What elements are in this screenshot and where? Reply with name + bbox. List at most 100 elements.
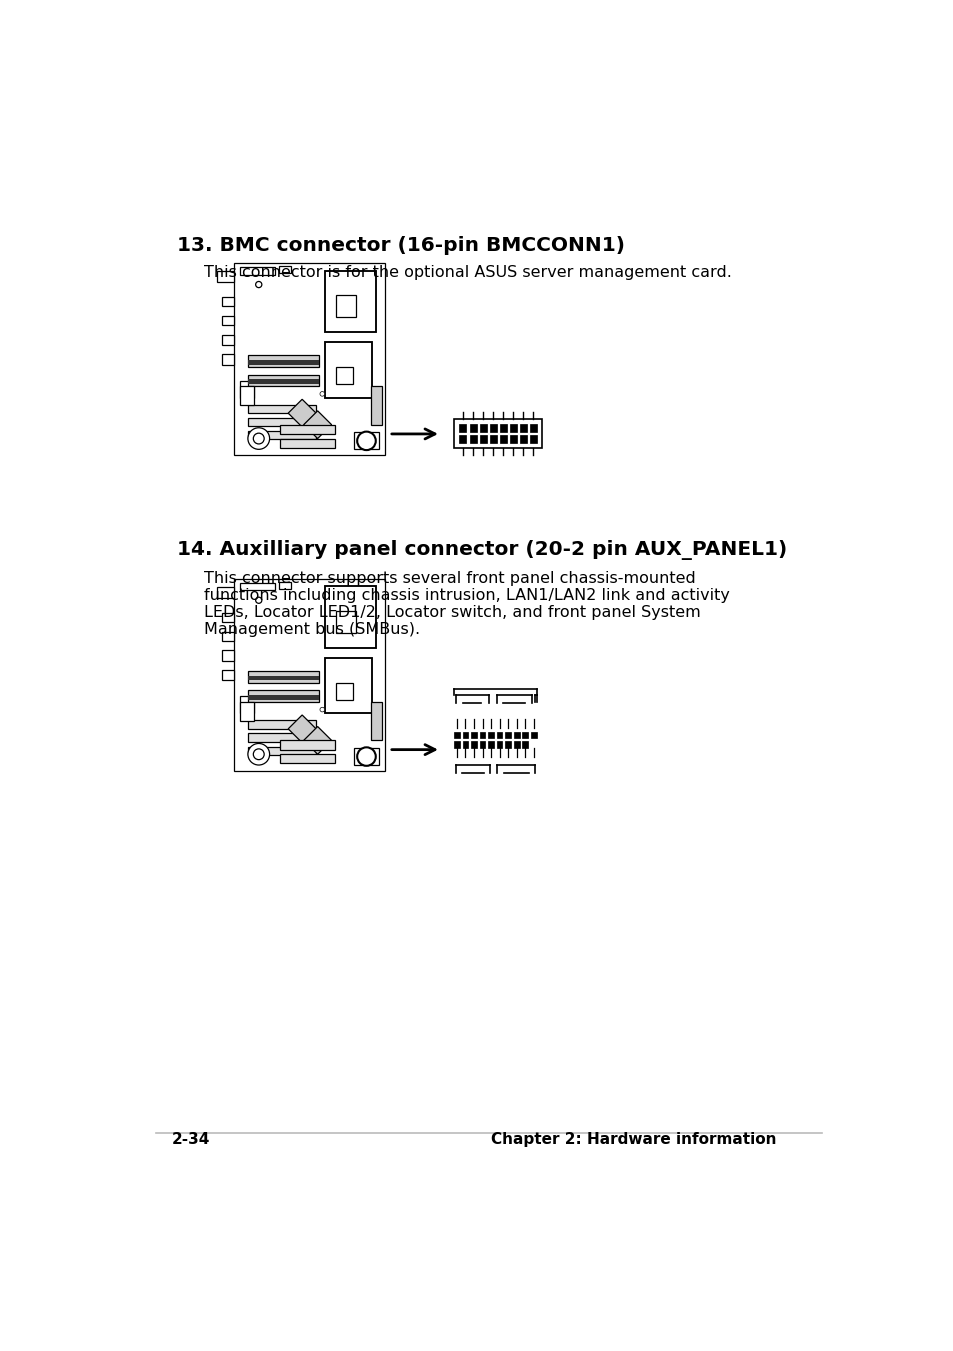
Bar: [521, 731, 528, 739]
Bar: [335, 682, 353, 700]
Text: 13. BMC connector (16-pin BMCCONN1): 13. BMC connector (16-pin BMCCONN1): [177, 236, 625, 255]
Bar: [454, 742, 459, 748]
Bar: [221, 650, 233, 661]
Bar: [513, 731, 519, 739]
Bar: [371, 703, 381, 740]
Polygon shape: [303, 411, 332, 439]
Polygon shape: [303, 727, 332, 754]
Bar: [280, 439, 335, 447]
Bar: [479, 742, 485, 748]
Bar: [221, 335, 233, 346]
Circle shape: [255, 597, 261, 604]
Bar: [248, 671, 319, 682]
Circle shape: [253, 434, 264, 444]
Polygon shape: [288, 715, 315, 743]
Bar: [530, 731, 536, 739]
Bar: [335, 611, 355, 632]
Bar: [497, 731, 502, 739]
Bar: [354, 432, 378, 450]
Bar: [454, 419, 542, 447]
Circle shape: [319, 392, 324, 396]
Bar: [505, 742, 511, 748]
Bar: [240, 703, 253, 721]
Bar: [509, 435, 517, 443]
Circle shape: [319, 708, 324, 712]
Bar: [489, 435, 497, 443]
Bar: [471, 742, 476, 748]
Bar: [278, 266, 291, 273]
Circle shape: [253, 748, 264, 759]
Bar: [519, 435, 526, 443]
Bar: [459, 435, 466, 443]
Bar: [248, 417, 315, 426]
Bar: [469, 435, 476, 443]
Bar: [325, 270, 375, 332]
Bar: [248, 355, 319, 367]
Bar: [240, 697, 253, 713]
Bar: [325, 658, 372, 713]
Polygon shape: [288, 400, 315, 427]
Bar: [233, 578, 385, 771]
Bar: [221, 316, 233, 326]
Bar: [280, 740, 335, 750]
Bar: [462, 731, 468, 739]
Text: functions including chassis intrusion, LAN1/LAN2 link and activity: functions including chassis intrusion, L…: [204, 588, 730, 603]
Bar: [221, 297, 233, 307]
Text: This connector supports several front panel chassis-mounted: This connector supports several front pa…: [204, 571, 696, 586]
Bar: [499, 435, 506, 443]
Bar: [280, 754, 335, 763]
Bar: [335, 296, 355, 317]
Text: 14. Auxilliary panel connector (20-2 pin AUX_PANEL1): 14. Auxilliary panel connector (20-2 pin…: [177, 540, 787, 561]
Bar: [278, 582, 291, 589]
Bar: [240, 582, 274, 590]
Bar: [335, 367, 353, 384]
Bar: [489, 424, 497, 432]
Bar: [459, 424, 466, 432]
Bar: [521, 742, 528, 748]
Text: LEDs, Locator LED1/2, Locator switch, and front panel System: LEDs, Locator LED1/2, Locator switch, an…: [204, 605, 700, 620]
Bar: [371, 386, 381, 424]
Circle shape: [356, 747, 375, 766]
Bar: [248, 359, 319, 365]
Bar: [479, 435, 486, 443]
Bar: [454, 731, 459, 739]
Bar: [325, 342, 372, 397]
Bar: [280, 424, 335, 434]
Bar: [505, 731, 511, 739]
Bar: [497, 742, 502, 748]
Bar: [248, 720, 315, 728]
Bar: [513, 742, 519, 748]
Bar: [530, 424, 537, 432]
Bar: [240, 386, 253, 405]
Text: Management bus (SMBus).: Management bus (SMBus).: [204, 621, 420, 636]
Bar: [469, 424, 476, 432]
Bar: [221, 354, 233, 365]
Bar: [240, 267, 274, 274]
Bar: [248, 380, 319, 384]
Circle shape: [248, 428, 270, 450]
Text: 2-34: 2-34: [172, 1132, 210, 1147]
Bar: [221, 632, 233, 642]
Text: Chapter 2: Hardware information: Chapter 2: Hardware information: [491, 1132, 776, 1147]
Circle shape: [356, 431, 375, 450]
Bar: [221, 670, 233, 681]
Bar: [519, 424, 526, 432]
Bar: [471, 731, 476, 739]
Bar: [499, 424, 506, 432]
Bar: [248, 734, 315, 742]
Bar: [221, 612, 233, 621]
Bar: [216, 272, 233, 282]
Circle shape: [255, 281, 261, 288]
Bar: [479, 424, 486, 432]
Bar: [325, 586, 375, 648]
Bar: [479, 731, 485, 739]
Bar: [248, 690, 319, 703]
Bar: [248, 431, 315, 439]
Bar: [248, 374, 319, 386]
Text: This connector is for the optional ASUS server management card.: This connector is for the optional ASUS …: [204, 265, 732, 280]
Bar: [462, 742, 468, 748]
Bar: [248, 747, 315, 755]
Bar: [488, 731, 494, 739]
Circle shape: [248, 743, 270, 765]
Bar: [354, 748, 378, 765]
